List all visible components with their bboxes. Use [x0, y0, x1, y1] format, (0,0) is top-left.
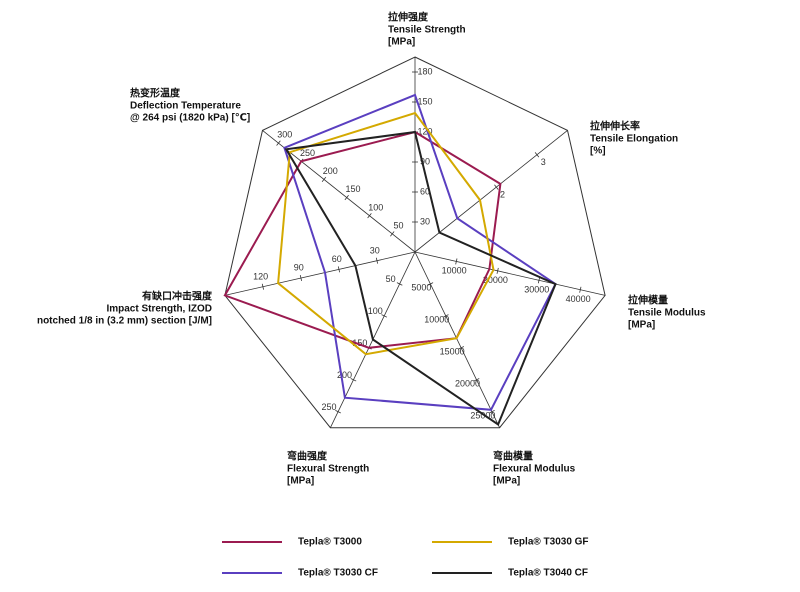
tick-mark — [537, 277, 541, 284]
tick-mark — [299, 275, 302, 282]
axis-title: 拉伸伸长率 — [590, 120, 640, 133]
axis-line — [224, 251, 416, 296]
tick-mark — [496, 267, 499, 274]
tick-mark — [337, 266, 341, 273]
axis-title: [MPa] — [493, 476, 520, 487]
legend-label: Tepla® T3000 — [298, 537, 362, 548]
tick-mark — [473, 378, 480, 382]
tick-mark — [396, 282, 403, 286]
tick-mark — [276, 140, 281, 146]
tick-label: 10000 — [442, 266, 467, 276]
tick-label: 120 — [417, 126, 432, 136]
legend-label: Tepla® T3030 GF — [508, 537, 589, 548]
tick-mark — [427, 282, 434, 286]
tick-label: 180 — [417, 66, 432, 76]
axis-title: Flexural Modulus — [493, 464, 576, 475]
tick-mark — [261, 283, 264, 290]
tick-label: 20000 — [483, 275, 508, 285]
axis-title: [MPa] — [388, 37, 415, 48]
tick-label: 120 — [253, 271, 268, 281]
tick-label: 90 — [420, 156, 430, 166]
tick-label: 90 — [294, 263, 304, 273]
tick-mark — [335, 410, 341, 414]
tick-label: 60 — [332, 254, 342, 264]
tick-mark — [442, 314, 449, 318]
axis-title: 热变形温度 — [130, 87, 181, 100]
legend-label: Tepla® T3030 CF — [298, 568, 378, 579]
tick-label: 50 — [386, 274, 396, 284]
tick-label: 40000 — [566, 294, 591, 304]
tick-label: 3 — [541, 157, 546, 167]
axis-title: Tensile Strength — [388, 25, 466, 36]
tick-mark — [458, 346, 465, 350]
tick-label: 250 — [322, 402, 337, 412]
tick-label: 200 — [323, 166, 338, 176]
frame — [224, 56, 606, 429]
tick-label: 150 — [417, 96, 432, 106]
tick-label: 25000 — [470, 410, 495, 420]
tick-mark — [344, 194, 349, 201]
axis-title: @ 264 psi (1820 kPa) [℃] — [130, 113, 250, 124]
tick-mark — [455, 258, 458, 265]
tick-mark — [367, 213, 372, 219]
axis-title: Tensile Modulus — [628, 308, 706, 319]
axis-title: 拉伸模量 — [628, 294, 668, 307]
tick-label: 100 — [368, 306, 383, 316]
series-line — [284, 130, 557, 427]
axis-title: [%] — [590, 146, 606, 157]
tick-mark — [494, 184, 499, 190]
axis-title: Deflection Temperature — [130, 101, 241, 112]
tick-label: 150 — [345, 184, 360, 194]
axis-line — [414, 251, 500, 428]
tick-label: 30 — [420, 216, 430, 226]
tick-label: 200 — [337, 370, 352, 380]
axis-title: Impact Strength, IZOD — [106, 304, 212, 315]
tick-label: 2 — [500, 189, 505, 199]
tick-mark — [375, 257, 379, 264]
series-line — [277, 111, 495, 356]
axis-line — [414, 251, 606, 296]
tick-label: 30000 — [524, 284, 549, 294]
axis-title: Tensile Elongation — [590, 134, 678, 145]
tick-label: 15000 — [440, 347, 465, 357]
axis-title: 拉伸强度 — [388, 11, 429, 24]
tick-label: 250 — [300, 148, 315, 158]
tick-label: 10000 — [424, 315, 449, 325]
axis-title: 有缺口冲击强度 — [142, 290, 213, 303]
axis-title: notched 1/8 in (3.2 mm) section [J/M] — [37, 316, 212, 327]
axis-line — [414, 130, 568, 253]
tick-mark — [534, 152, 540, 158]
tick-label: 5000 — [411, 283, 431, 293]
tick-label: 100 — [368, 202, 383, 212]
series-line — [223, 130, 502, 349]
axis-title: Flexural Strength — [287, 464, 369, 475]
axis-title: [MPa] — [287, 476, 314, 487]
tick-label: 150 — [352, 338, 367, 348]
tick-mark — [579, 286, 582, 293]
tick-label: 300 — [277, 130, 292, 140]
axis-title: [MPa] — [628, 320, 655, 331]
tick-mark — [321, 176, 327, 183]
tick-mark — [390, 231, 395, 237]
legend-label: Tepla® T3040 CF — [508, 568, 588, 579]
tick-label: 50 — [393, 220, 403, 230]
tick-mark — [489, 410, 495, 414]
axis-title: 弯曲模量 — [493, 450, 533, 463]
axis-title: 弯曲强度 — [287, 450, 328, 463]
series-line — [283, 93, 557, 411]
tick-mark — [381, 314, 388, 318]
tick-mark — [350, 378, 357, 382]
tick-label: 60 — [420, 186, 430, 196]
tick-label: 30 — [370, 245, 380, 255]
tick-label: 20000 — [455, 378, 480, 388]
